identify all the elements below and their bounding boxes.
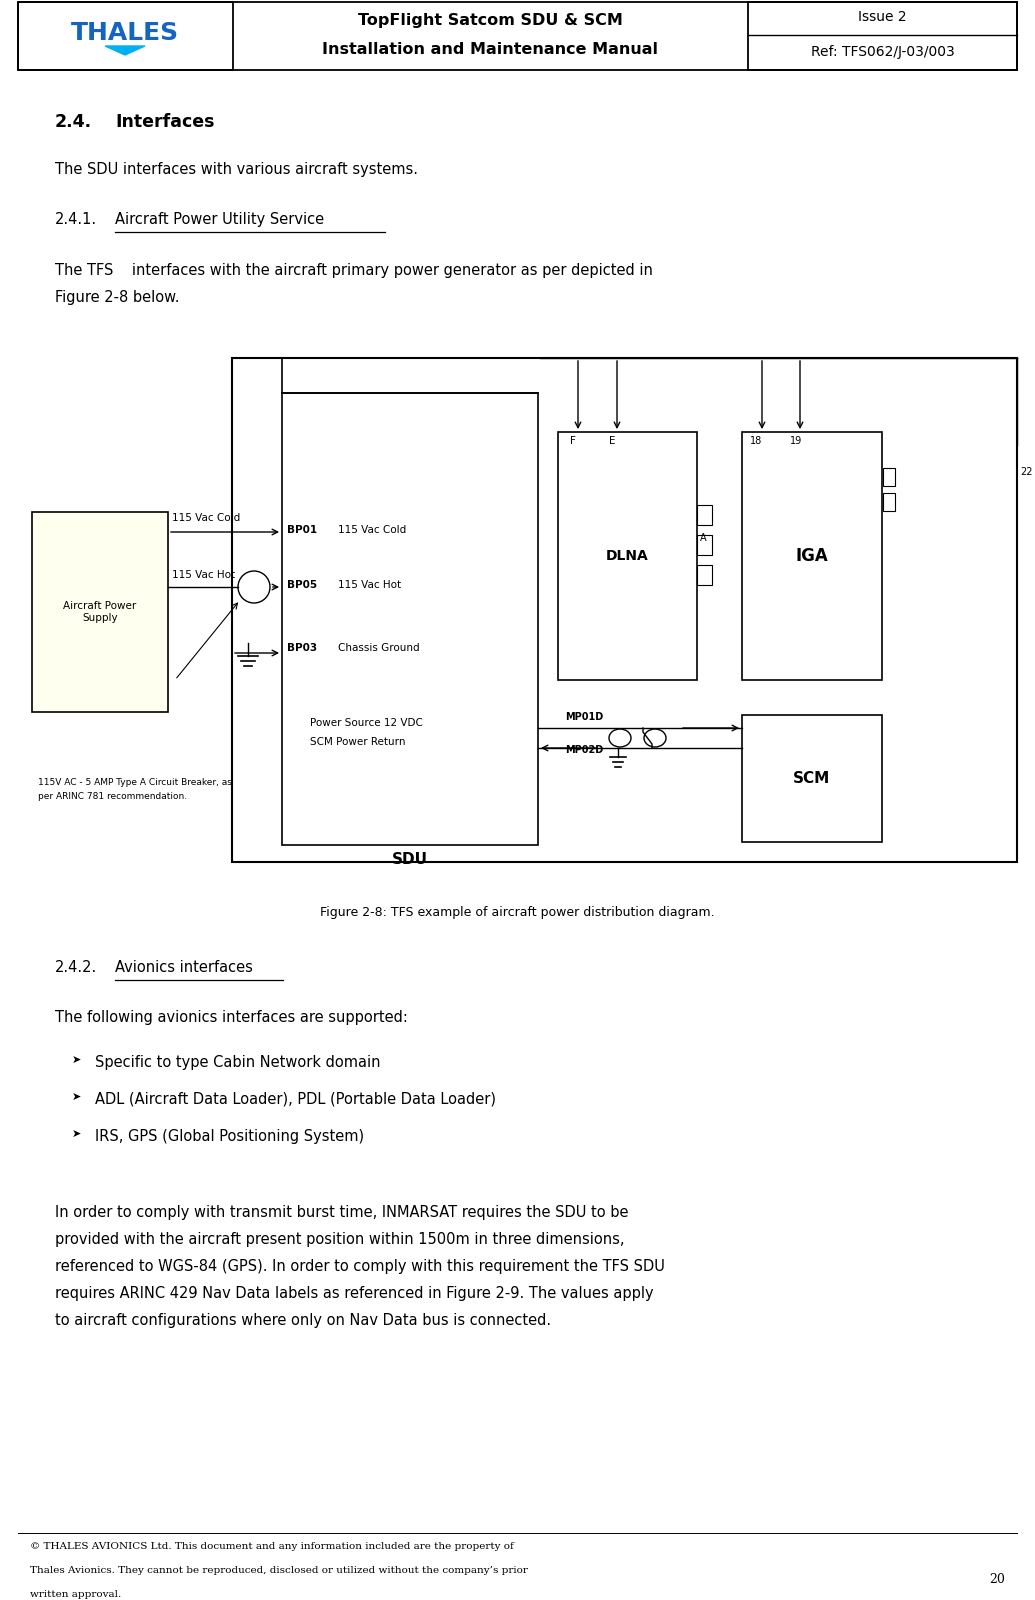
Text: © THALES AVIONICS Ltd. This document and any information included are the proper: © THALES AVIONICS Ltd. This document and… [30, 1542, 513, 1550]
Text: SDU: SDU [392, 851, 428, 867]
Text: Figure 2-8: TFS example of aircraft power distribution diagram.: Figure 2-8: TFS example of aircraft powe… [320, 906, 714, 918]
Text: Installation and Maintenance Manual: Installation and Maintenance Manual [323, 43, 658, 58]
Text: BP05: BP05 [287, 579, 317, 590]
Text: per ARINC 781 recommendation.: per ARINC 781 recommendation. [38, 792, 187, 800]
Bar [697, 506, 712, 525]
Text: referenced to WGS-84 (GPS). In order to comply with this requirement the TFS SDU: referenced to WGS-84 (GPS). In order to … [55, 1259, 664, 1274]
Text: 22: 22 [1021, 467, 1033, 477]
Text: written approval.: written approval. [30, 1590, 121, 1598]
Bar [558, 432, 697, 680]
Text: IGA: IGA [796, 547, 828, 565]
Text: DLNA: DLNA [605, 549, 648, 563]
Text: Issue 2: Issue 2 [858, 10, 907, 24]
Polygon shape [105, 46, 145, 54]
Text: Aircraft Power
Supply: Aircraft Power Supply [63, 602, 137, 622]
Text: 18: 18 [750, 435, 762, 446]
Text: Ref: TFS062/J-03/003: Ref: TFS062/J-03/003 [810, 45, 954, 59]
Text: ➤: ➤ [72, 1130, 82, 1139]
Bar [883, 467, 895, 486]
Text: 115V AC - 5 AMP Type A Circuit Breaker, as: 115V AC - 5 AMP Type A Circuit Breaker, … [38, 778, 232, 787]
Text: 115 Vac Hot: 115 Vac Hot [338, 579, 402, 590]
Bar [748, 2, 1017, 70]
Text: 2.4.1.: 2.4.1. [55, 211, 97, 227]
Text: to aircraft configurations where only on Nav Data bus is connected.: to aircraft configurations where only on… [55, 1314, 551, 1328]
Text: TopFlight Satcom SDU & SCM: TopFlight Satcom SDU & SCM [358, 13, 623, 27]
Bar [18, 2, 1017, 70]
Text: Aircraft Power Utility Service: Aircraft Power Utility Service [115, 211, 324, 227]
Text: The SDU interfaces with various aircraft systems.: The SDU interfaces with various aircraft… [55, 162, 418, 178]
Text: 2.4.2.: 2.4.2. [55, 960, 97, 974]
Text: Interfaces: Interfaces [115, 114, 214, 131]
Text: requires ARINC 429 Nav Data labels as referenced in Figure 2-9. The values apply: requires ARINC 429 Nav Data labels as re… [55, 1286, 654, 1301]
Text: The following avionics interfaces are supported:: The following avionics interfaces are su… [55, 1010, 408, 1026]
Text: BP01: BP01 [287, 525, 317, 534]
Bar [697, 534, 712, 555]
Text: The TFS    interfaces with the aircraft primary power generator as per depicted : The TFS interfaces with the aircraft pri… [55, 262, 653, 278]
Text: Figure 2-8 below.: Figure 2-8 below. [55, 290, 179, 306]
Text: SCM: SCM [794, 771, 831, 786]
Text: IRS, GPS (Global Positioning System): IRS, GPS (Global Positioning System) [95, 1130, 364, 1144]
Text: F: F [570, 435, 575, 446]
Text: Avionics interfaces: Avionics interfaces [115, 960, 253, 974]
Text: MP02D: MP02D [565, 746, 603, 755]
Text: In order to comply with transmit burst time, INMARSAT requires the SDU to be: In order to comply with transmit burst t… [55, 1205, 628, 1221]
Bar [232, 358, 1017, 862]
Text: SCM Power Return: SCM Power Return [310, 738, 406, 747]
Bar [32, 512, 168, 712]
Text: 2.4.: 2.4. [55, 114, 92, 131]
Text: 115 Vac Cold: 115 Vac Cold [338, 525, 407, 534]
Bar [742, 715, 882, 842]
Text: 115 Vac Hot: 115 Vac Hot [172, 570, 235, 579]
Text: MP01D: MP01D [565, 712, 603, 722]
Text: Thales Avionics. They cannot be reproduced, disclosed or utilized without the co: Thales Avionics. They cannot be reproduc… [30, 1566, 528, 1574]
Bar [742, 432, 882, 680]
Text: Chassis Ground: Chassis Ground [338, 643, 419, 653]
Bar [697, 565, 712, 586]
Text: 115 Vac Cold: 115 Vac Cold [172, 514, 240, 523]
Bar [282, 394, 538, 845]
Text: ➤: ➤ [72, 1054, 82, 1066]
Text: ADL (Aircraft Data Loader), PDL (Portable Data Loader): ADL (Aircraft Data Loader), PDL (Portabl… [95, 1091, 496, 1107]
Text: Power Source 12 VDC: Power Source 12 VDC [310, 718, 423, 728]
Bar [18, 2, 233, 70]
Text: 20: 20 [989, 1573, 1005, 1586]
Text: ➤: ➤ [72, 1091, 82, 1102]
Text: A: A [700, 533, 707, 542]
Text: 19: 19 [790, 435, 802, 446]
Text: Specific to type Cabin Network domain: Specific to type Cabin Network domain [95, 1054, 381, 1070]
Text: BP03: BP03 [287, 643, 317, 653]
Bar [883, 493, 895, 510]
Text: THALES: THALES [71, 21, 179, 45]
Text: provided with the aircraft present position within 1500m in three dimensions,: provided with the aircraft present posit… [55, 1232, 624, 1246]
Text: E: E [609, 435, 615, 446]
